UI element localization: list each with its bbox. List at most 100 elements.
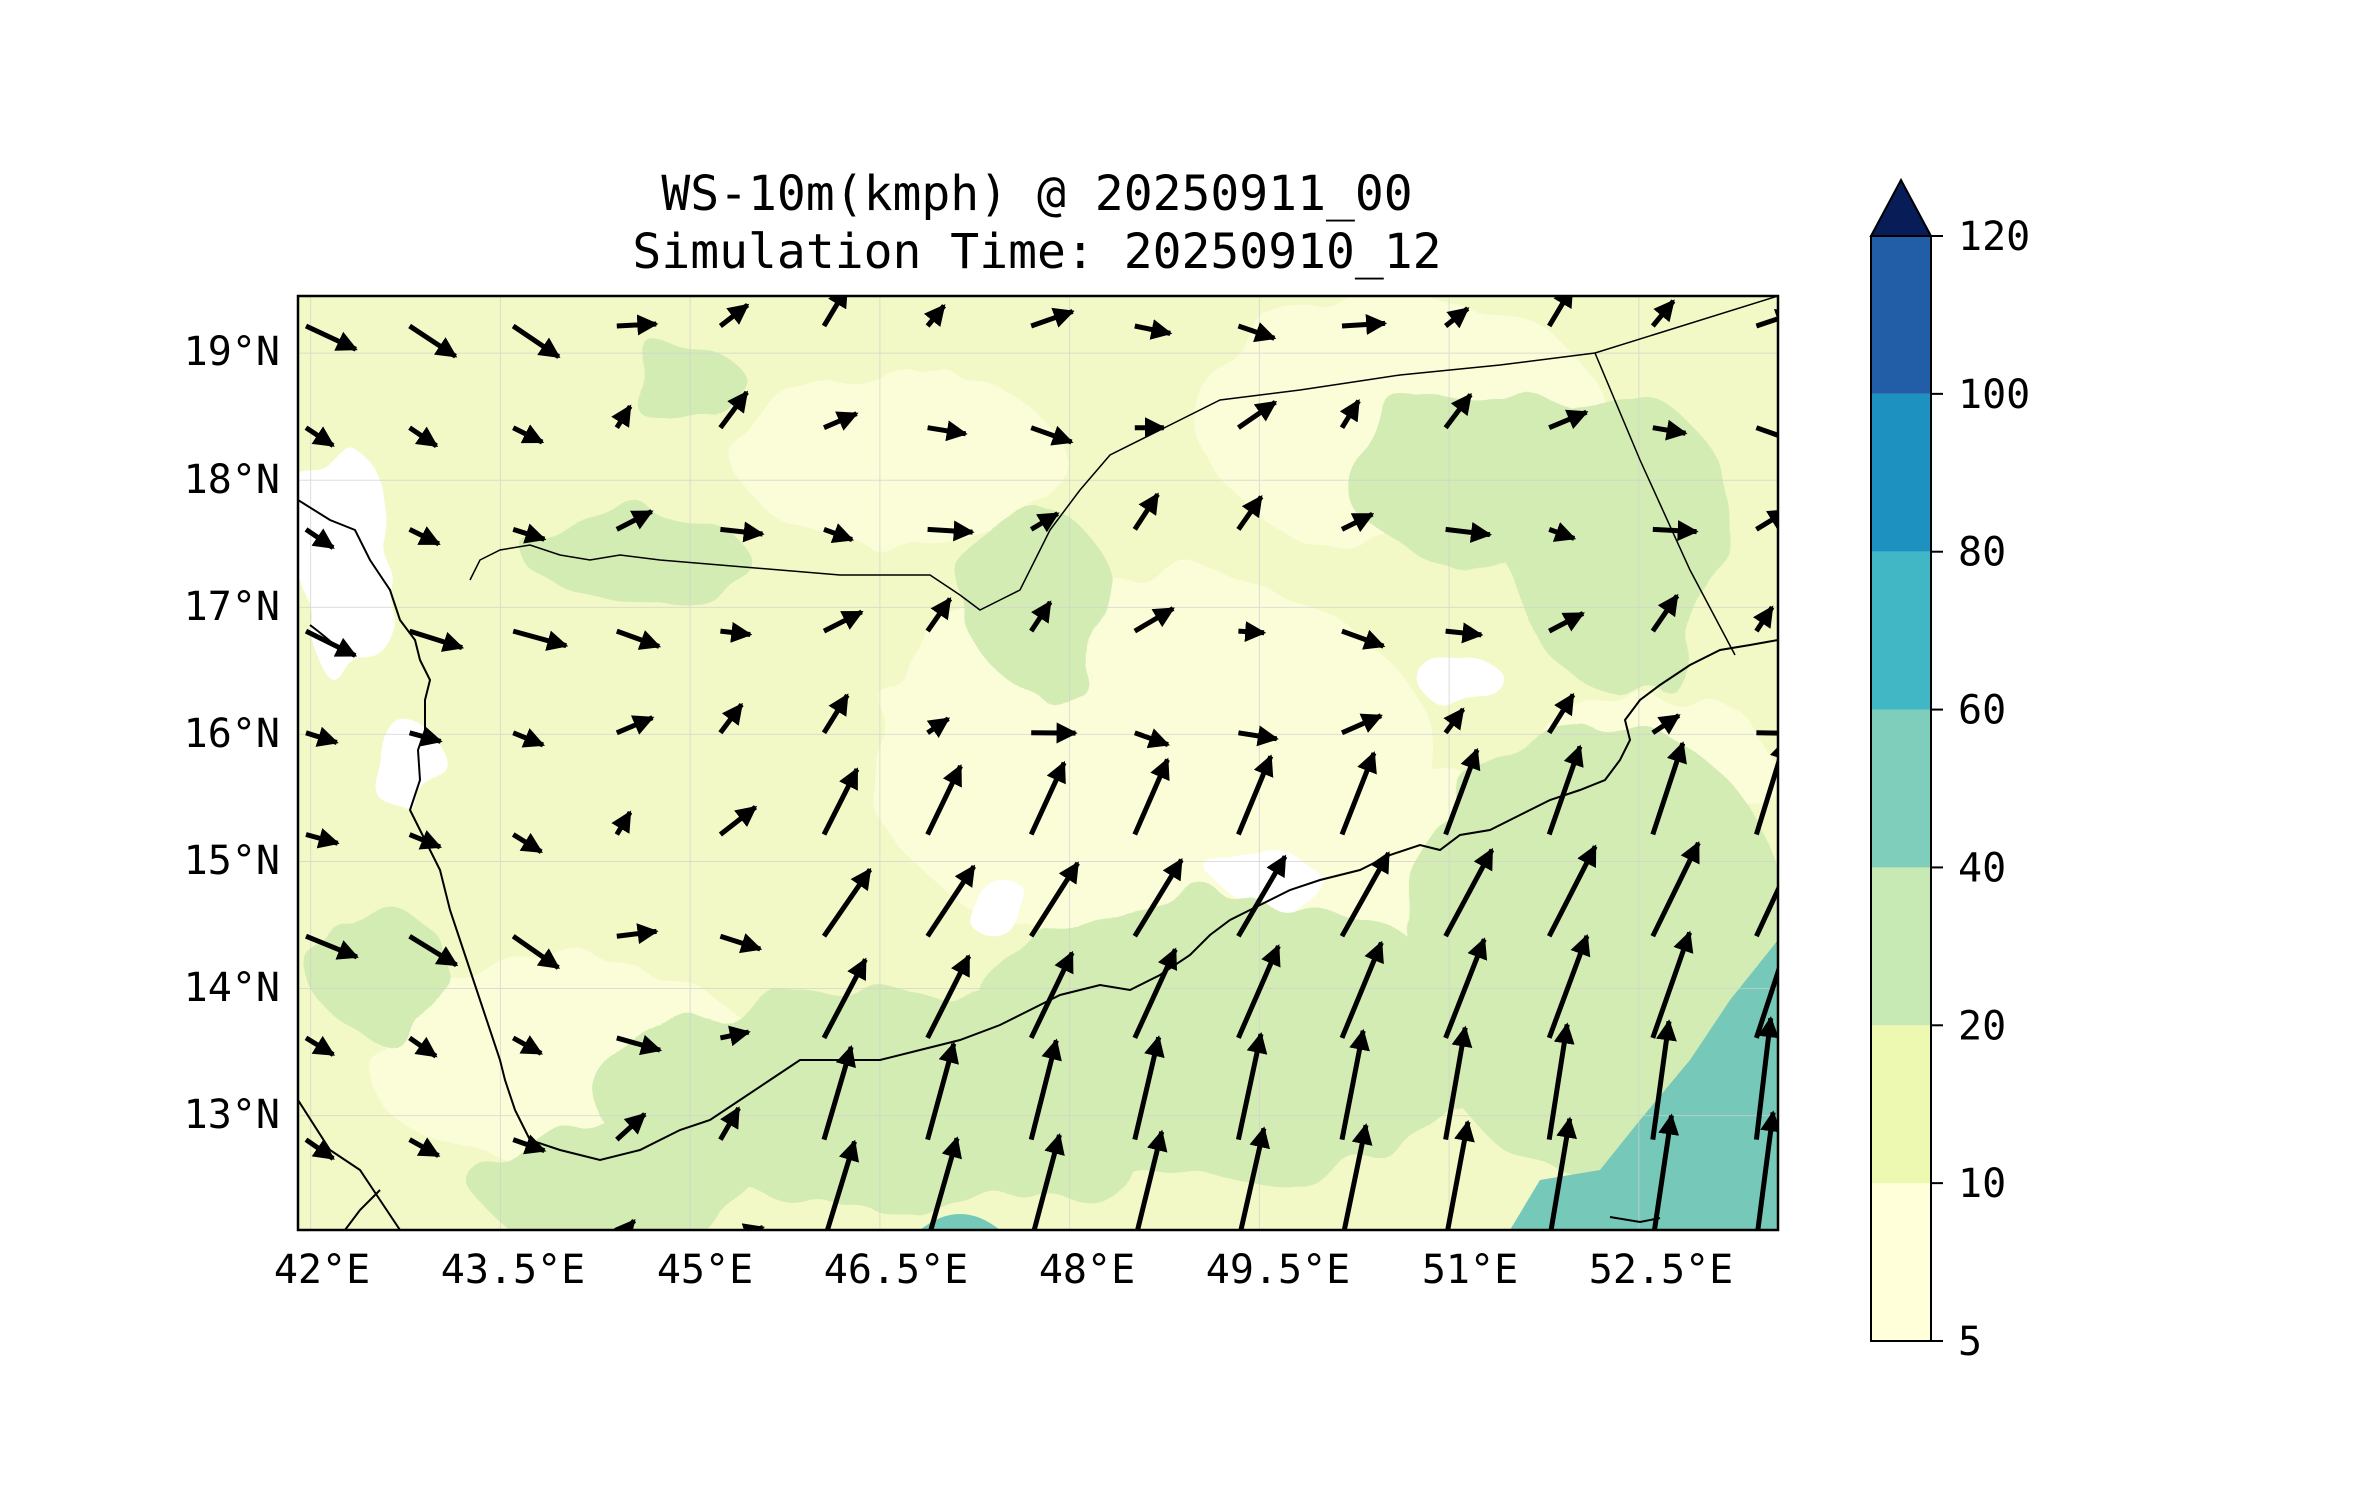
colorbar-tick-label: 5 [1958, 1319, 1982, 1365]
wind-arrow [615, 628, 662, 650]
wind-arrow [1652, 419, 1688, 441]
y-tick-label: 16°N [184, 711, 280, 757]
wind-arrow [718, 390, 749, 430]
colorbar-tick-label: 80 [1958, 530, 2006, 576]
wind-arrow [1340, 713, 1383, 736]
wind-arrow [408, 830, 442, 850]
colorbar-tick-label: 100 [1958, 372, 2030, 418]
wind-arrow [1235, 1032, 1268, 1141]
colorbar-band [1871, 709, 1931, 868]
wind-arrow [1133, 606, 1175, 634]
wind-arrow [1443, 847, 1495, 938]
wind-arrow [1546, 933, 1591, 1039]
wind-arrow [1236, 944, 1281, 1039]
wind-arrow [1755, 1110, 1778, 1230]
wind-arrow [1030, 307, 1075, 329]
wind-arrow [1341, 628, 1386, 650]
wind-arrow [720, 621, 753, 643]
wind-arrow [304, 1137, 335, 1161]
wind-arrow [616, 314, 659, 336]
x-tick-label: 48°E [1039, 1247, 1135, 1293]
x-tick-label: 46.5°E [824, 1247, 969, 1293]
wind-arrow [305, 828, 340, 849]
wind-arrow [1547, 296, 1574, 328]
wind-arrow [1444, 306, 1470, 329]
wind-arrow [1652, 520, 1699, 542]
wind-arrow [718, 702, 744, 735]
wind-arrow [611, 810, 633, 836]
x-axis-labels: 42°E 43.5°E 45°E 46.5°E 48°E 49.5°E 51°E… [274, 1247, 1733, 1293]
coastlines [298, 499, 1778, 1230]
wind-arrow [1339, 1028, 1370, 1141]
wind-arrow [1236, 400, 1278, 430]
wind-arrow [512, 523, 547, 544]
title-line2: Simulation Time: 20250910_12 [632, 224, 1441, 280]
wind-arrow [1341, 1123, 1373, 1230]
wind-arrow [1238, 1126, 1270, 1230]
wind-arrow [718, 303, 750, 328]
colorbar-frame [1870, 235, 1932, 1342]
wind-arrow [1135, 1129, 1168, 1230]
wind-arrow [821, 296, 848, 328]
wind-arrow [1339, 751, 1377, 836]
wind-arrow [511, 934, 561, 970]
wind-arrow [821, 767, 860, 836]
wind-arrow [741, 1223, 765, 1230]
wind-arrow [615, 715, 655, 736]
colorbar-band [1871, 1183, 1931, 1341]
wind-arrow [408, 1035, 438, 1059]
colorbar-extend-arrow [1869, 177, 1933, 237]
wind-arrow [1236, 854, 1288, 938]
wind-arrow [511, 832, 543, 854]
wind-arrow [719, 933, 763, 954]
wind-arrow [1755, 509, 1778, 532]
colorbar-band [1871, 393, 1931, 552]
wind-arrow [821, 693, 850, 735]
wind-arrow [1650, 1019, 1677, 1140]
wind-arrow [821, 867, 873, 938]
wind-arrow [304, 527, 335, 550]
wind-arrow [1754, 738, 1778, 836]
wind-arrow [925, 597, 953, 633]
colorbar-band [1871, 867, 1931, 1026]
y-tick-label: 14°N [184, 965, 280, 1011]
borders [469, 296, 1778, 656]
wind-arrow [927, 520, 975, 542]
wind-arrow [615, 509, 654, 532]
colorbar-tick-label: 40 [1958, 845, 2006, 891]
y-axis-labels: 19°N 18°N 17°N 16°N 15°N 14°N 13°N [184, 329, 280, 1138]
wind-arrow [408, 934, 459, 968]
wind-arrow [1548, 1116, 1577, 1230]
wind-arrow [511, 323, 561, 359]
wind-arrow [304, 1035, 336, 1057]
x-tick-label: 51°E [1422, 1247, 1518, 1293]
wind-arrow [1548, 611, 1585, 634]
wind-arrow [1028, 950, 1075, 1039]
wind-arrow [408, 628, 465, 652]
x-tick-label: 43.5°E [441, 1247, 586, 1293]
wind-arrow [408, 726, 443, 747]
wind-arrow [1755, 425, 1778, 447]
colorbar-band [1871, 1025, 1931, 1184]
y-tick-label: 19°N [184, 329, 280, 375]
colorbar-band [1871, 551, 1931, 710]
wind-arrow [408, 323, 458, 359]
wind-arrow [1443, 392, 1473, 430]
wind-arrow [1132, 492, 1160, 531]
wind-arrow [304, 628, 358, 658]
wind-arrow [823, 523, 855, 544]
wind-arrow [925, 864, 977, 938]
wind-arrow [1339, 399, 1361, 430]
wind-arrow [615, 1112, 647, 1142]
wind-arrow [1132, 757, 1170, 836]
wind-arrow [822, 609, 864, 634]
wind-arrow [1548, 409, 1589, 431]
wind-arrow [1341, 314, 1388, 335]
wind-arrow [925, 764, 963, 836]
wind-arrow [1650, 741, 1687, 836]
wind-arrow [1756, 730, 1778, 736]
wind-arrow [720, 521, 765, 543]
wind-arrow [1445, 522, 1493, 543]
wind-arrow [1755, 309, 1778, 329]
